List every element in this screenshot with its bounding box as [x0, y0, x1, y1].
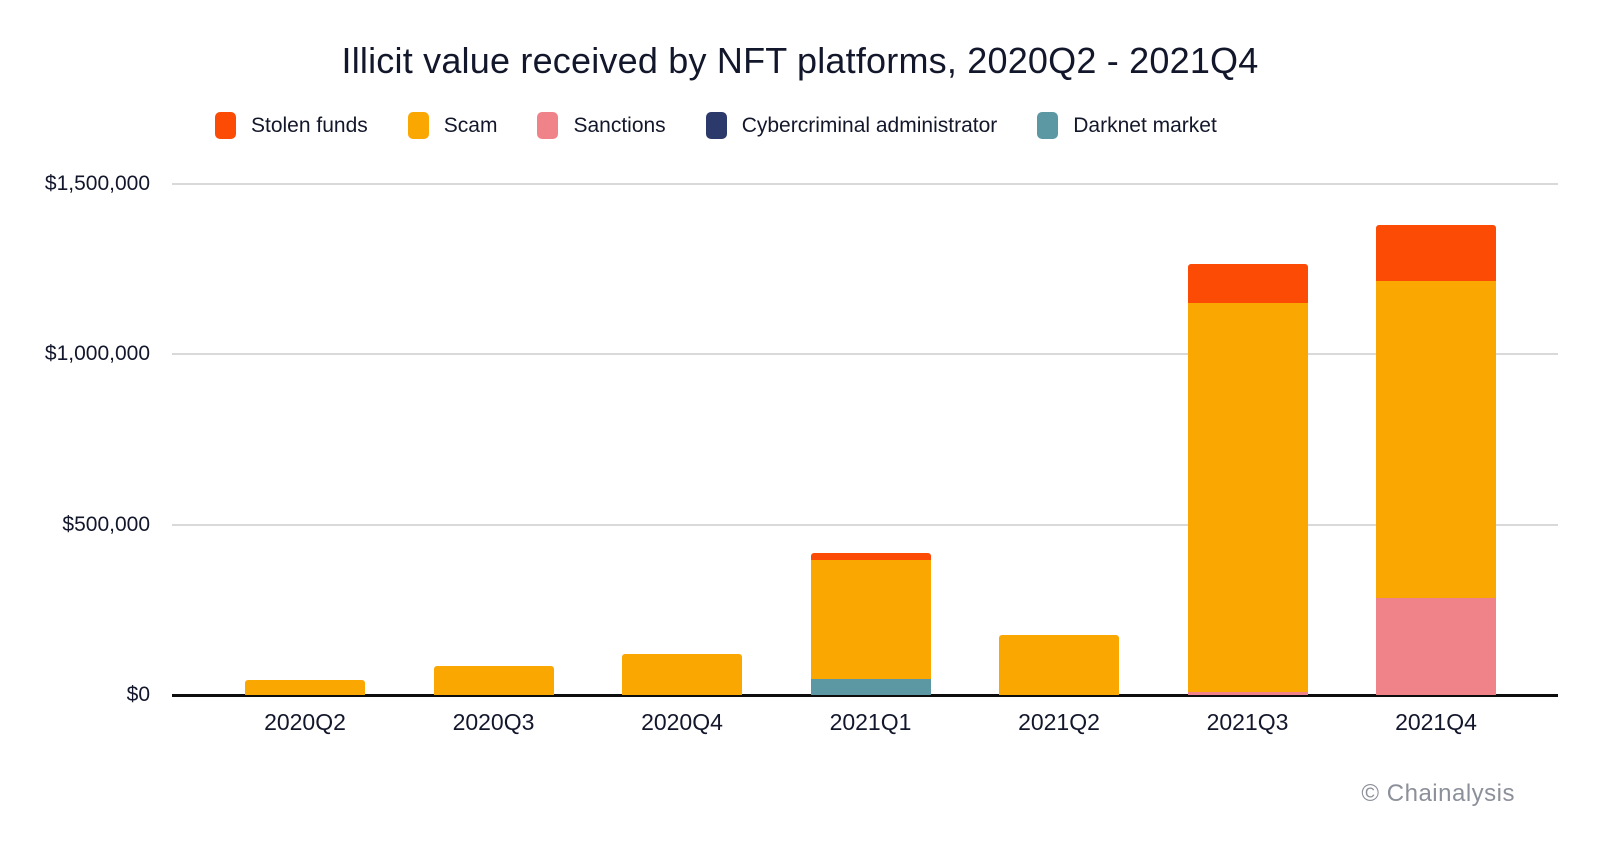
legend-label: Sanctions [573, 113, 666, 137]
bar-segment-scam [999, 635, 1119, 695]
bar-segment-stolen-funds [1187, 264, 1308, 304]
bar-segment-scam [245, 679, 365, 695]
x-axis-tick-label: 2020Q4 [641, 709, 723, 735]
bar-segment-scam [1376, 281, 1496, 598]
bar-segment-darknet-market [810, 679, 931, 695]
bar-2020Q3 [433, 666, 554, 695]
legend-item-sanctions: Sanctions [537, 112, 666, 139]
plot-area: $1,500,000 $1,000,000 $500,000 $0 2020Q2 2020… [45, 172, 1558, 735]
gridline [172, 183, 1558, 185]
gridline [172, 353, 1558, 356]
legend-label: Cybercriminal administrator [741, 113, 998, 137]
bar-segment-stolen-funds [1376, 224, 1496, 282]
legend-item-darknet-market: Darknet market [1037, 112, 1217, 139]
attribution-text: © Chainalysis [1361, 780, 1515, 807]
y-axis-tick-label: $1,500,000 [44, 172, 150, 195]
x-axis-tick-label: 2021Q1 [829, 709, 912, 735]
legend-swatch-icon [407, 112, 429, 139]
y-axis-tick-label: $0 [126, 683, 150, 706]
bar-segment-sanctions [1187, 691, 1308, 695]
bar-segment-stolen-funds [810, 553, 931, 560]
bar-2021Q3 [1187, 264, 1308, 695]
legend-swatch-icon [215, 112, 236, 139]
bar-segment-scam [1187, 303, 1308, 692]
bar-segment-scam [622, 654, 742, 695]
bar-2021Q1 [810, 553, 931, 695]
x-axis-tick-label: 2021Q4 [1395, 709, 1477, 735]
x-axis-line [172, 694, 1558, 697]
bar-2021Q4 [1376, 224, 1496, 695]
x-axis-tick-label: 2020Q3 [452, 709, 535, 735]
legend-label: Scam [443, 113, 498, 137]
bar-segment-sanctions [1376, 597, 1496, 695]
legend-swatch-icon [705, 112, 727, 139]
gridline [172, 523, 1558, 526]
bar-2020Q2 [245, 679, 365, 695]
legend-item-stolen-funds: Stolen funds [215, 112, 368, 139]
legend-swatch-icon [1037, 112, 1059, 139]
legend-label: Darknet market [1073, 113, 1217, 137]
y-axis-tick-label: $500,000 [62, 512, 150, 536]
legend-item-cybercriminal-administrator: Cybercriminal administrator [705, 112, 998, 139]
y-axis-tick-label: $1,000,000 [44, 342, 150, 366]
bar-segment-scam [433, 666, 554, 695]
bar-2020Q4 [622, 654, 742, 695]
x-axis-tick-label: 2021Q3 [1206, 709, 1289, 735]
legend-item-scam: Scam [407, 112, 498, 139]
bar-2021Q2 [999, 635, 1119, 695]
chart-title: Illicit value received by NFT platforms,… [341, 40, 1259, 81]
legend-swatch-icon [537, 112, 559, 139]
x-axis-tick-label: 2020Q2 [264, 709, 346, 735]
x-axis-tick-label: 2021Q2 [1018, 709, 1100, 735]
chart-legend: Stolen funds Scam Sanctions Cybercriminal a… [215, 112, 1217, 139]
bar-segment-scam [810, 559, 931, 679]
legend-label: Stolen funds [251, 113, 368, 137]
